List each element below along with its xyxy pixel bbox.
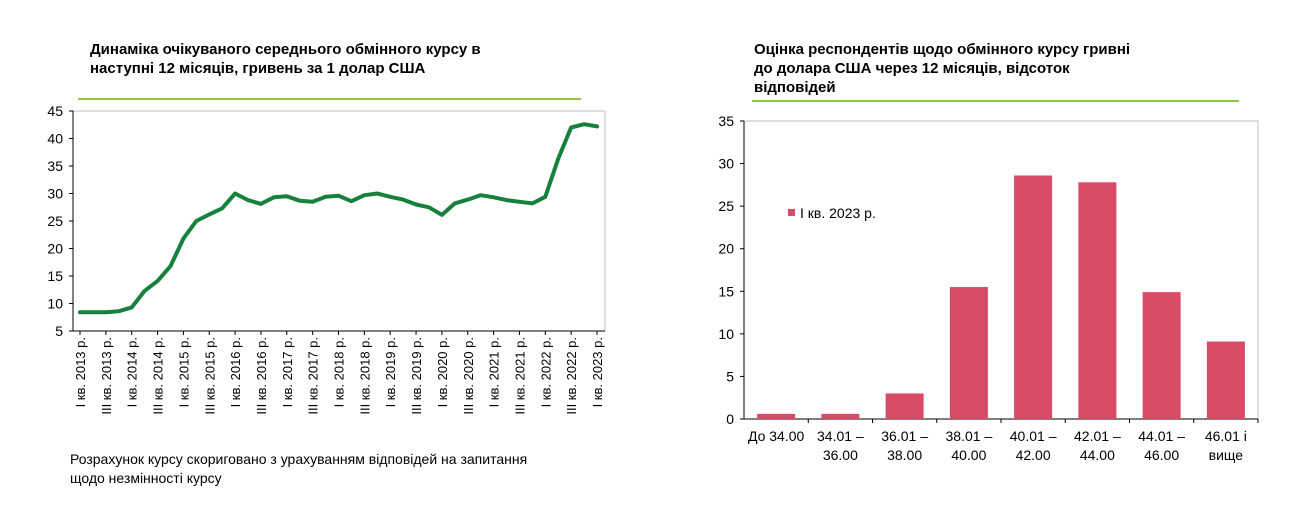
x-tick-label: І кв. 2020 р. [435, 337, 450, 407]
y-tick-label: 25 [47, 213, 63, 229]
bar [821, 413, 860, 419]
bar-chart-title-line-3: відповідей [754, 79, 836, 96]
x-tick-label: І кв. 2017 р. [280, 337, 295, 407]
x-tick-label: І кв. 2016 р. [228, 337, 243, 407]
x-tick-label: ІІІ кв. 2018 р. [357, 337, 372, 415]
legend-swatch [788, 209, 795, 216]
exchange-rate-line [78, 122, 599, 315]
line-chart-note-line-2: щодо незмінності курсу [70, 470, 222, 486]
bar [1206, 341, 1245, 419]
bar [1078, 182, 1117, 419]
bar-chart-title-rule [752, 100, 1239, 102]
category-label: 44.00 [1080, 447, 1115, 463]
category-label: 44.01 – [1138, 428, 1185, 444]
y-tick-label: 10 [47, 296, 63, 312]
category-label: До 34.00 [748, 428, 805, 444]
bar [757, 413, 796, 419]
x-tick-label: ІІІ кв. 2021 р. [512, 337, 527, 415]
bar [1014, 175, 1053, 419]
x-tick-label: І кв. 2023 р. [590, 337, 605, 407]
category-label: 46.00 [1144, 447, 1179, 463]
x-tick-label: ІІІ кв. 2017 р. [306, 337, 321, 415]
bar [949, 287, 988, 419]
bar [1142, 292, 1181, 419]
line-chart-note-line-1: Розрахунок курсу скориговано з урахуванн… [70, 451, 528, 467]
bar-chart-title: Оцінка респондентів щодо обмінного курсу… [754, 40, 1234, 97]
category-label: 40.01 – [1010, 428, 1057, 444]
bar [885, 393, 924, 419]
y-tick-label: 15 [47, 268, 63, 284]
y-tick-label: 40 [47, 131, 63, 147]
category-label: 36.00 [823, 447, 858, 463]
category-label: вище [1209, 447, 1244, 463]
y-tick-label: 0 [726, 411, 734, 427]
x-tick-label: ІІІ кв. 2015 р. [202, 337, 217, 415]
x-tick-label: ІІІ кв. 2022 р. [564, 337, 579, 415]
x-tick-label: І кв. 2022 р. [538, 337, 553, 407]
y-tick-label: 20 [718, 241, 734, 257]
line-plot-frame [72, 110, 606, 332]
x-tick-label: ІІІ кв. 2013 р. [99, 337, 114, 415]
category-label: 40.00 [951, 447, 986, 463]
x-tick-label: ІІІ кв. 2019 р. [409, 337, 424, 415]
bar-plot-frame [743, 120, 1259, 420]
line-chart-title-line-2: наступні 12 місяців, гривень за 1 долар … [90, 60, 426, 77]
category-label: 42.01 – [1074, 428, 1121, 444]
bar-chart-title-line-1: Оцінка респондентів щодо обмінного курсу… [754, 41, 1131, 58]
y-tick-label: 15 [718, 283, 734, 299]
x-tick-label: ІІІ кв. 2014 р. [151, 337, 166, 415]
line-chart-title: Динаміка очікуваного середнього обмінног… [90, 40, 590, 78]
x-tick-label: І кв. 2021 р. [487, 337, 502, 407]
x-tick-label: І кв. 2014 р. [125, 337, 140, 407]
line-chart-note: Розрахунок курсу скориговано з урахуванн… [70, 450, 630, 488]
x-tick-label: І кв. 2019 р. [383, 337, 398, 407]
x-tick-label: І кв. 2018 р. [332, 337, 347, 407]
x-tick-label: ІІІ кв. 2020 р. [461, 337, 476, 415]
category-label: 38.01 – [946, 428, 993, 444]
y-tick-label: 20 [47, 241, 63, 257]
y-tick-label: 35 [718, 113, 734, 129]
line-chart-title-rule [78, 98, 581, 100]
y-tick-label: 10 [718, 326, 734, 342]
y-tick-label: 25 [718, 198, 734, 214]
y-tick-label: 30 [718, 156, 734, 172]
legend-label: І кв. 2023 р. [800, 205, 876, 221]
category-label: 38.00 [887, 447, 922, 463]
y-tick-label: 45 [47, 103, 63, 119]
category-label: 34.01 – [817, 428, 864, 444]
x-tick-label: ІІІ кв. 2016 р. [254, 337, 269, 415]
category-label: 36.01 – [881, 428, 928, 444]
y-tick-label: 30 [47, 186, 63, 202]
category-label: 42.00 [1016, 447, 1051, 463]
y-tick-label: 5 [726, 368, 734, 384]
bar-chart-title-line-2: до долара США через 12 місяців, відсоток [754, 60, 1070, 77]
y-tick-label: 35 [47, 158, 63, 174]
x-tick-label: І кв. 2013 р. [73, 337, 88, 407]
y-tick-label: 5 [55, 323, 63, 339]
line-chart: 5 10 15 20 25 30 35 40 45 І кв. 2013 р. ІІІ кв. 20… [47, 103, 606, 415]
x-tick-label: І кв. 2015 р. [176, 337, 191, 407]
category-label: 46.01 і [1205, 428, 1247, 444]
line-chart-title-line-1: Динаміка очікуваного середнього обмінног… [90, 41, 481, 58]
